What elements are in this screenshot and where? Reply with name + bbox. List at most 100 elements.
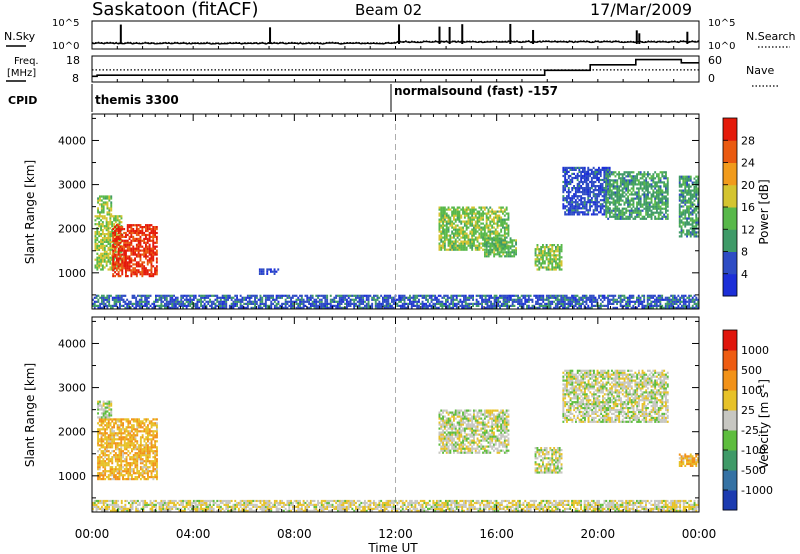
- heat-cell: [154, 231, 156, 235]
- heat-cell: [578, 211, 581, 214]
- heat-cell: [661, 217, 664, 220]
- heat-cell: [154, 267, 156, 270]
- heat-cell: [100, 225, 102, 228]
- heat-cell: [117, 298, 120, 301]
- heat-cell: [609, 195, 611, 198]
- heat-cell: [491, 243, 494, 246]
- heat-cell: [108, 195, 111, 198]
- heat-cell: [438, 236, 441, 239]
- heat-cell: [545, 296, 548, 299]
- heat-cell: [239, 294, 242, 297]
- heat-cell: [665, 217, 667, 220]
- heat-cell: [401, 304, 404, 307]
- heat-cell: [246, 302, 249, 305]
- heat-cell: [443, 236, 446, 239]
- heat-cell: [385, 296, 388, 299]
- heat-cell: [612, 197, 615, 200]
- heat-cell: [122, 300, 125, 303]
- heat-cell: [589, 209, 591, 212]
- heat-cell: [536, 306, 539, 309]
- heat-cell: [506, 306, 509, 309]
- heat-cell: [141, 275, 144, 278]
- heat-cell: [646, 300, 649, 303]
- heat-cell: [463, 236, 466, 239]
- heat-cell: [358, 304, 361, 307]
- heat-cell: [145, 247, 147, 250]
- heat-cell: [630, 191, 633, 194]
- heat-cell: [115, 228, 118, 231]
- heat-cell: [100, 262, 102, 265]
- heat-cell: [471, 208, 474, 211]
- heat-cell: [230, 304, 233, 307]
- heat-cell: [123, 255, 126, 258]
- heat-cell: [445, 220, 448, 223]
- heat-cell: [647, 213, 649, 216]
- heat-cell: [428, 294, 431, 297]
- heat-cell: [117, 296, 120, 299]
- heat-cell: [691, 298, 694, 301]
- heat-cell: [645, 181, 648, 184]
- heat-cell: [589, 203, 591, 206]
- heat-cell: [458, 246, 461, 249]
- heat-cell: [688, 223, 690, 226]
- heat-cell: [652, 177, 655, 180]
- heat-cell: [252, 300, 255, 303]
- heat-cell: [478, 218, 481, 221]
- heat-cell: [236, 298, 238, 301]
- heat-cell: [500, 294, 503, 297]
- heat-cell: [500, 241, 503, 244]
- heat-cell: [684, 223, 687, 226]
- heat-cell: [549, 260, 552, 263]
- heat-cell: [610, 191, 613, 194]
- heat-cell: [636, 173, 638, 176]
- heat-cell: [494, 212, 497, 215]
- heat-cell: [643, 199, 646, 202]
- heat-cell: [461, 294, 464, 297]
- heat-cell: [146, 263, 149, 266]
- heat-cell: [425, 302, 428, 305]
- heat-cell: [364, 294, 366, 297]
- heat-cell: [632, 183, 635, 186]
- heat-cell: [389, 296, 392, 299]
- heat-cell: [573, 197, 575, 200]
- heat-cell: [502, 245, 505, 248]
- heat-cell: [648, 191, 651, 194]
- heat-cell: [107, 246, 110, 249]
- heat-cell: [659, 181, 662, 184]
- heat-cell: [400, 296, 402, 299]
- heat-cell: [143, 261, 146, 264]
- heat-cell: [418, 304, 420, 307]
- heat-cell: [340, 296, 343, 299]
- noise-spike: [398, 24, 401, 44]
- heat-cell: [463, 246, 466, 249]
- heat-cell: [125, 241, 127, 244]
- heat-cell: [398, 304, 401, 307]
- heat-cell: [496, 243, 499, 246]
- heat-cell: [571, 176, 574, 180]
- heat-cell: [680, 193, 683, 196]
- heat-cell: [489, 234, 492, 237]
- heat-cell: [536, 246, 539, 249]
- heat-cell: [496, 237, 499, 240]
- heat-cell: [627, 175, 629, 178]
- heat-cell: [131, 296, 134, 299]
- heat-cell: [225, 306, 228, 309]
- heat-cell: [545, 258, 548, 261]
- heat-cell: [481, 304, 483, 307]
- heat-cell: [367, 300, 370, 303]
- heat-cell: [607, 177, 610, 180]
- heat-cell: [576, 191, 579, 194]
- heat-cell: [598, 205, 600, 208]
- heat-cell: [245, 302, 247, 305]
- heat-cell: [576, 302, 579, 305]
- heat-cell: [463, 294, 465, 297]
- heat-cell: [632, 181, 635, 184]
- heat-cell: [543, 254, 546, 257]
- heat-cell: [351, 302, 354, 305]
- heat-cell: [578, 191, 581, 194]
- heat-cell: [419, 302, 422, 305]
- heat-cell: [500, 230, 503, 233]
- heat-cell: [355, 294, 357, 297]
- heat-cell: [618, 203, 620, 206]
- heat-cell: [547, 254, 550, 257]
